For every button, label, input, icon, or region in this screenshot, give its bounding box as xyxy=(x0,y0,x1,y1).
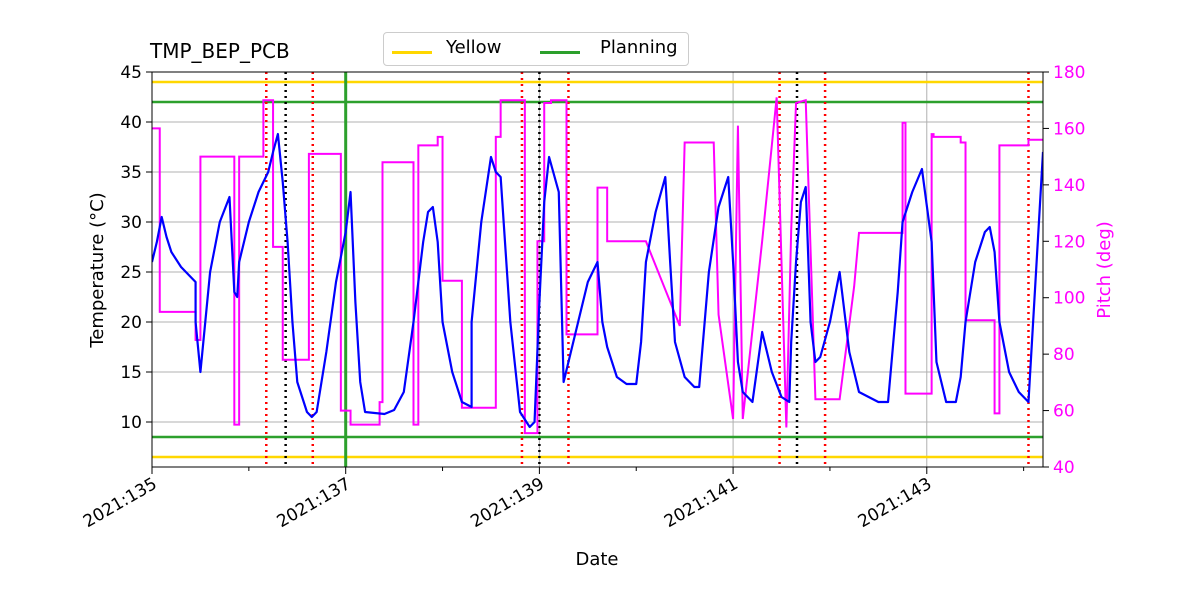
y-left-tick-label-4: 30 xyxy=(120,213,142,233)
y-left-tick-label-2: 20 xyxy=(120,313,142,333)
y-left-tick-label-5: 35 xyxy=(120,163,142,183)
marker-lines xyxy=(265,72,1030,467)
y-right-tick-label-5: 140 xyxy=(1053,176,1085,196)
legend-swatch-planning xyxy=(540,51,580,54)
y-right-tick-label-4: 120 xyxy=(1053,232,1085,252)
y-right-axis-label: Pitch (deg) xyxy=(1094,221,1115,319)
y-right-tick-label-6: 160 xyxy=(1053,119,1085,139)
y-left-axis-label: Temperature (°C) xyxy=(87,192,108,348)
y-right-tick-label-7: 180 xyxy=(1053,63,1085,83)
y-left-tick-label-6: 40 xyxy=(120,113,142,133)
legend-swatch-yellow xyxy=(392,51,432,54)
y-right-tick-label-2: 80 xyxy=(1053,345,1075,365)
y-right-tick-label-3: 100 xyxy=(1053,289,1085,309)
y-left-tick-label-0: 10 xyxy=(120,413,142,433)
legend: Yellow Planning xyxy=(383,32,689,66)
y-left-tick-label-1: 15 xyxy=(120,363,142,383)
y-left-tick-label-3: 25 xyxy=(120,263,142,283)
legend-label-yellow: Yellow xyxy=(446,37,502,58)
y-right-tick-label-0: 40 xyxy=(1053,458,1075,478)
legend-label-planning: Planning xyxy=(600,37,678,58)
x-axis-label: Date xyxy=(575,549,618,570)
temperature-series-line xyxy=(152,132,1043,429)
series-layer xyxy=(152,97,1043,435)
y-right-tick-label-1: 60 xyxy=(1053,402,1075,422)
threshold-lines xyxy=(152,80,1043,459)
y-left-tick-label-7: 45 xyxy=(120,63,142,83)
chart-title: TMP_BEP_PCB xyxy=(149,39,290,63)
